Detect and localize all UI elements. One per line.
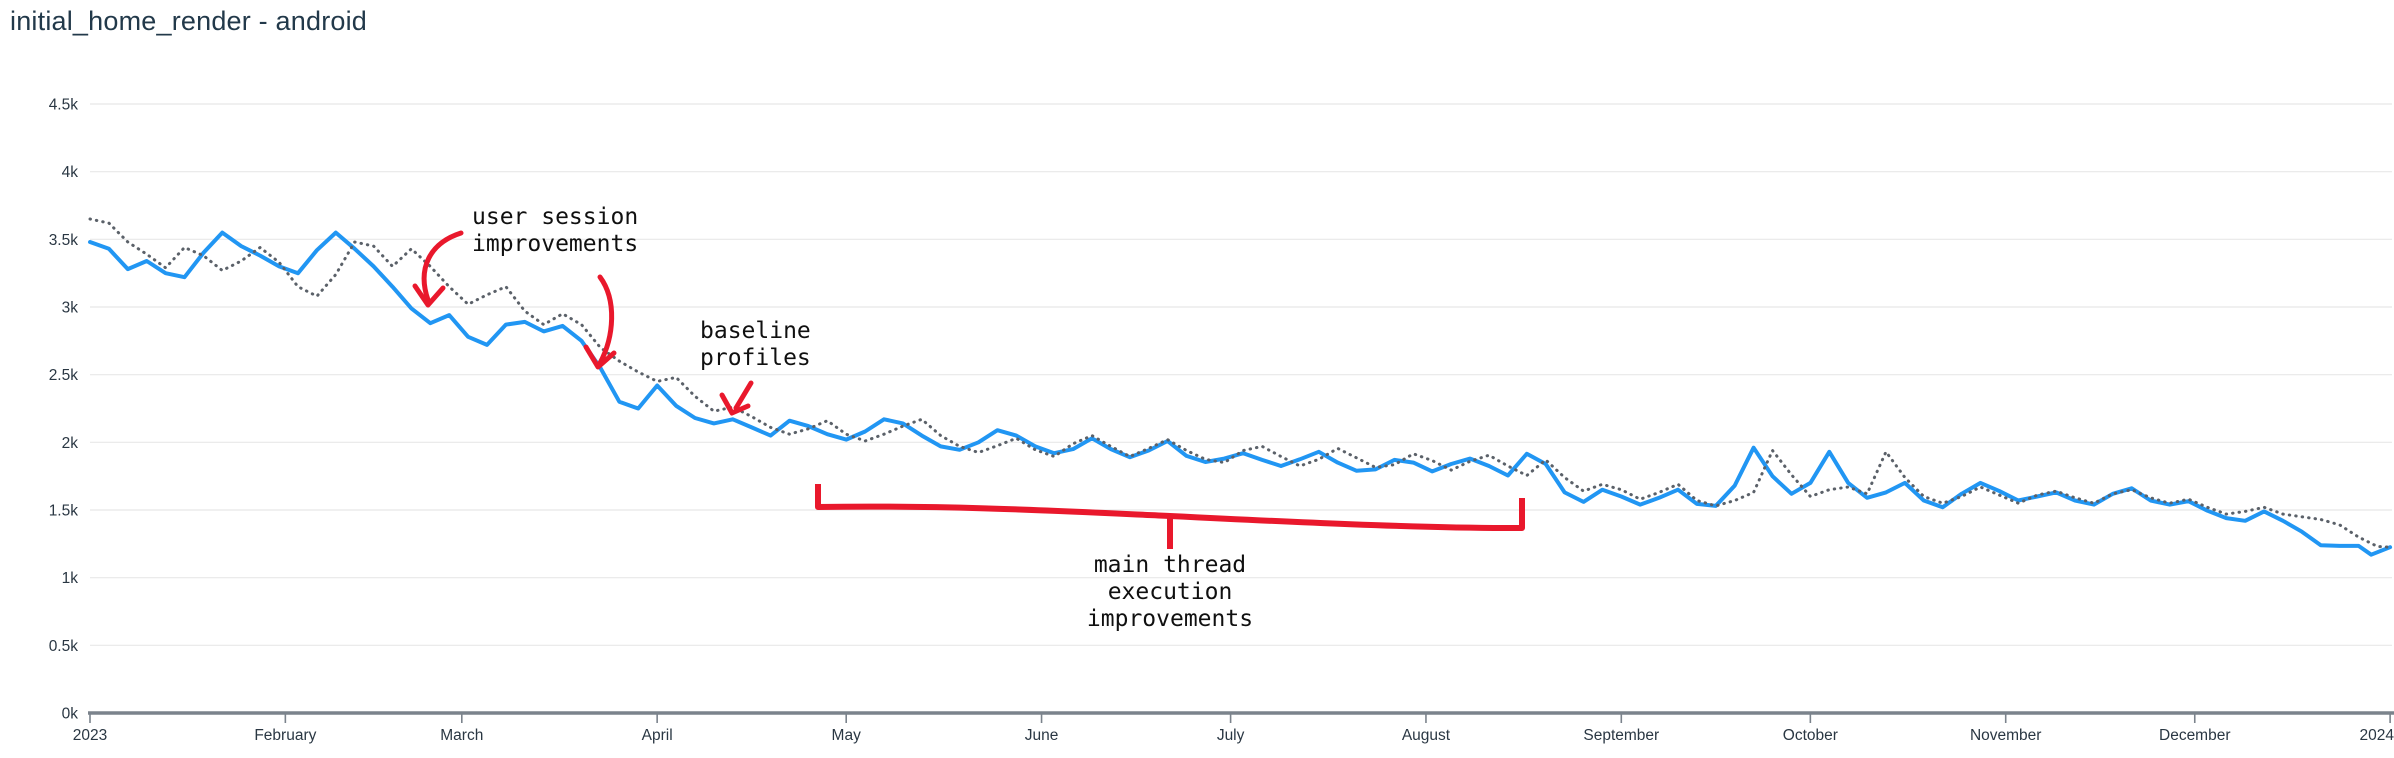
y-tick-label: 1.5k — [49, 503, 79, 520]
x-tick-label: June — [1025, 727, 1059, 744]
x-tick-label: August — [1402, 727, 1451, 744]
x-tick-label: 2024 — [2360, 727, 2394, 744]
x-tick-label: July — [1217, 727, 1245, 744]
x-tick-label: April — [642, 727, 673, 744]
y-tick-label: 4.5k — [49, 97, 79, 114]
chart-title: initial_home_render - android — [10, 6, 368, 36]
x-tick-label: March — [440, 727, 483, 744]
annotation-text-main-thread: main thread execution improvements — [1087, 552, 1253, 632]
y-tick-label: 2.5k — [49, 367, 79, 384]
y-tick-label: 0.5k — [49, 638, 79, 655]
x-tick-label: 2023 — [73, 727, 107, 744]
x-tick-label: October — [1783, 727, 1838, 744]
y-tick-label: 4k — [62, 164, 79, 181]
y-tick-label: 3k — [62, 300, 79, 317]
series-line-render-time-solid-blue — [88, 230, 2393, 557]
annotation-arrowhead-user-session-arrow-1 — [412, 283, 446, 308]
annotation-arrowhead-baseline-profiles-arrow — [719, 392, 751, 416]
annotation-arrow-baseline-profiles-arrow — [733, 380, 754, 411]
y-tick-label: 2k — [62, 435, 79, 452]
series-line-render-time-dotted-gray — [88, 217, 2392, 549]
annotation-arrow-user-session-arrow-2 — [597, 274, 615, 366]
x-tick-label: December — [2159, 727, 2231, 744]
x-tick-label: November — [1970, 727, 2042, 744]
x-tick-label: May — [832, 727, 862, 744]
annotation-arrowhead-user-session-arrow-2 — [583, 344, 617, 370]
annotation-text-user-session: user session improvements — [472, 204, 638, 257]
x-tick-label: February — [254, 727, 316, 744]
annotation-text-baseline-profiles: baseline profiles — [700, 318, 811, 371]
y-tick-label: 0k — [62, 706, 79, 723]
annotation-arrow-user-session-arrow-1 — [421, 230, 464, 303]
y-tick-label: 1k — [62, 570, 79, 587]
y-tick-label: 3.5k — [49, 232, 79, 249]
x-tick-label: September — [1583, 727, 1659, 744]
